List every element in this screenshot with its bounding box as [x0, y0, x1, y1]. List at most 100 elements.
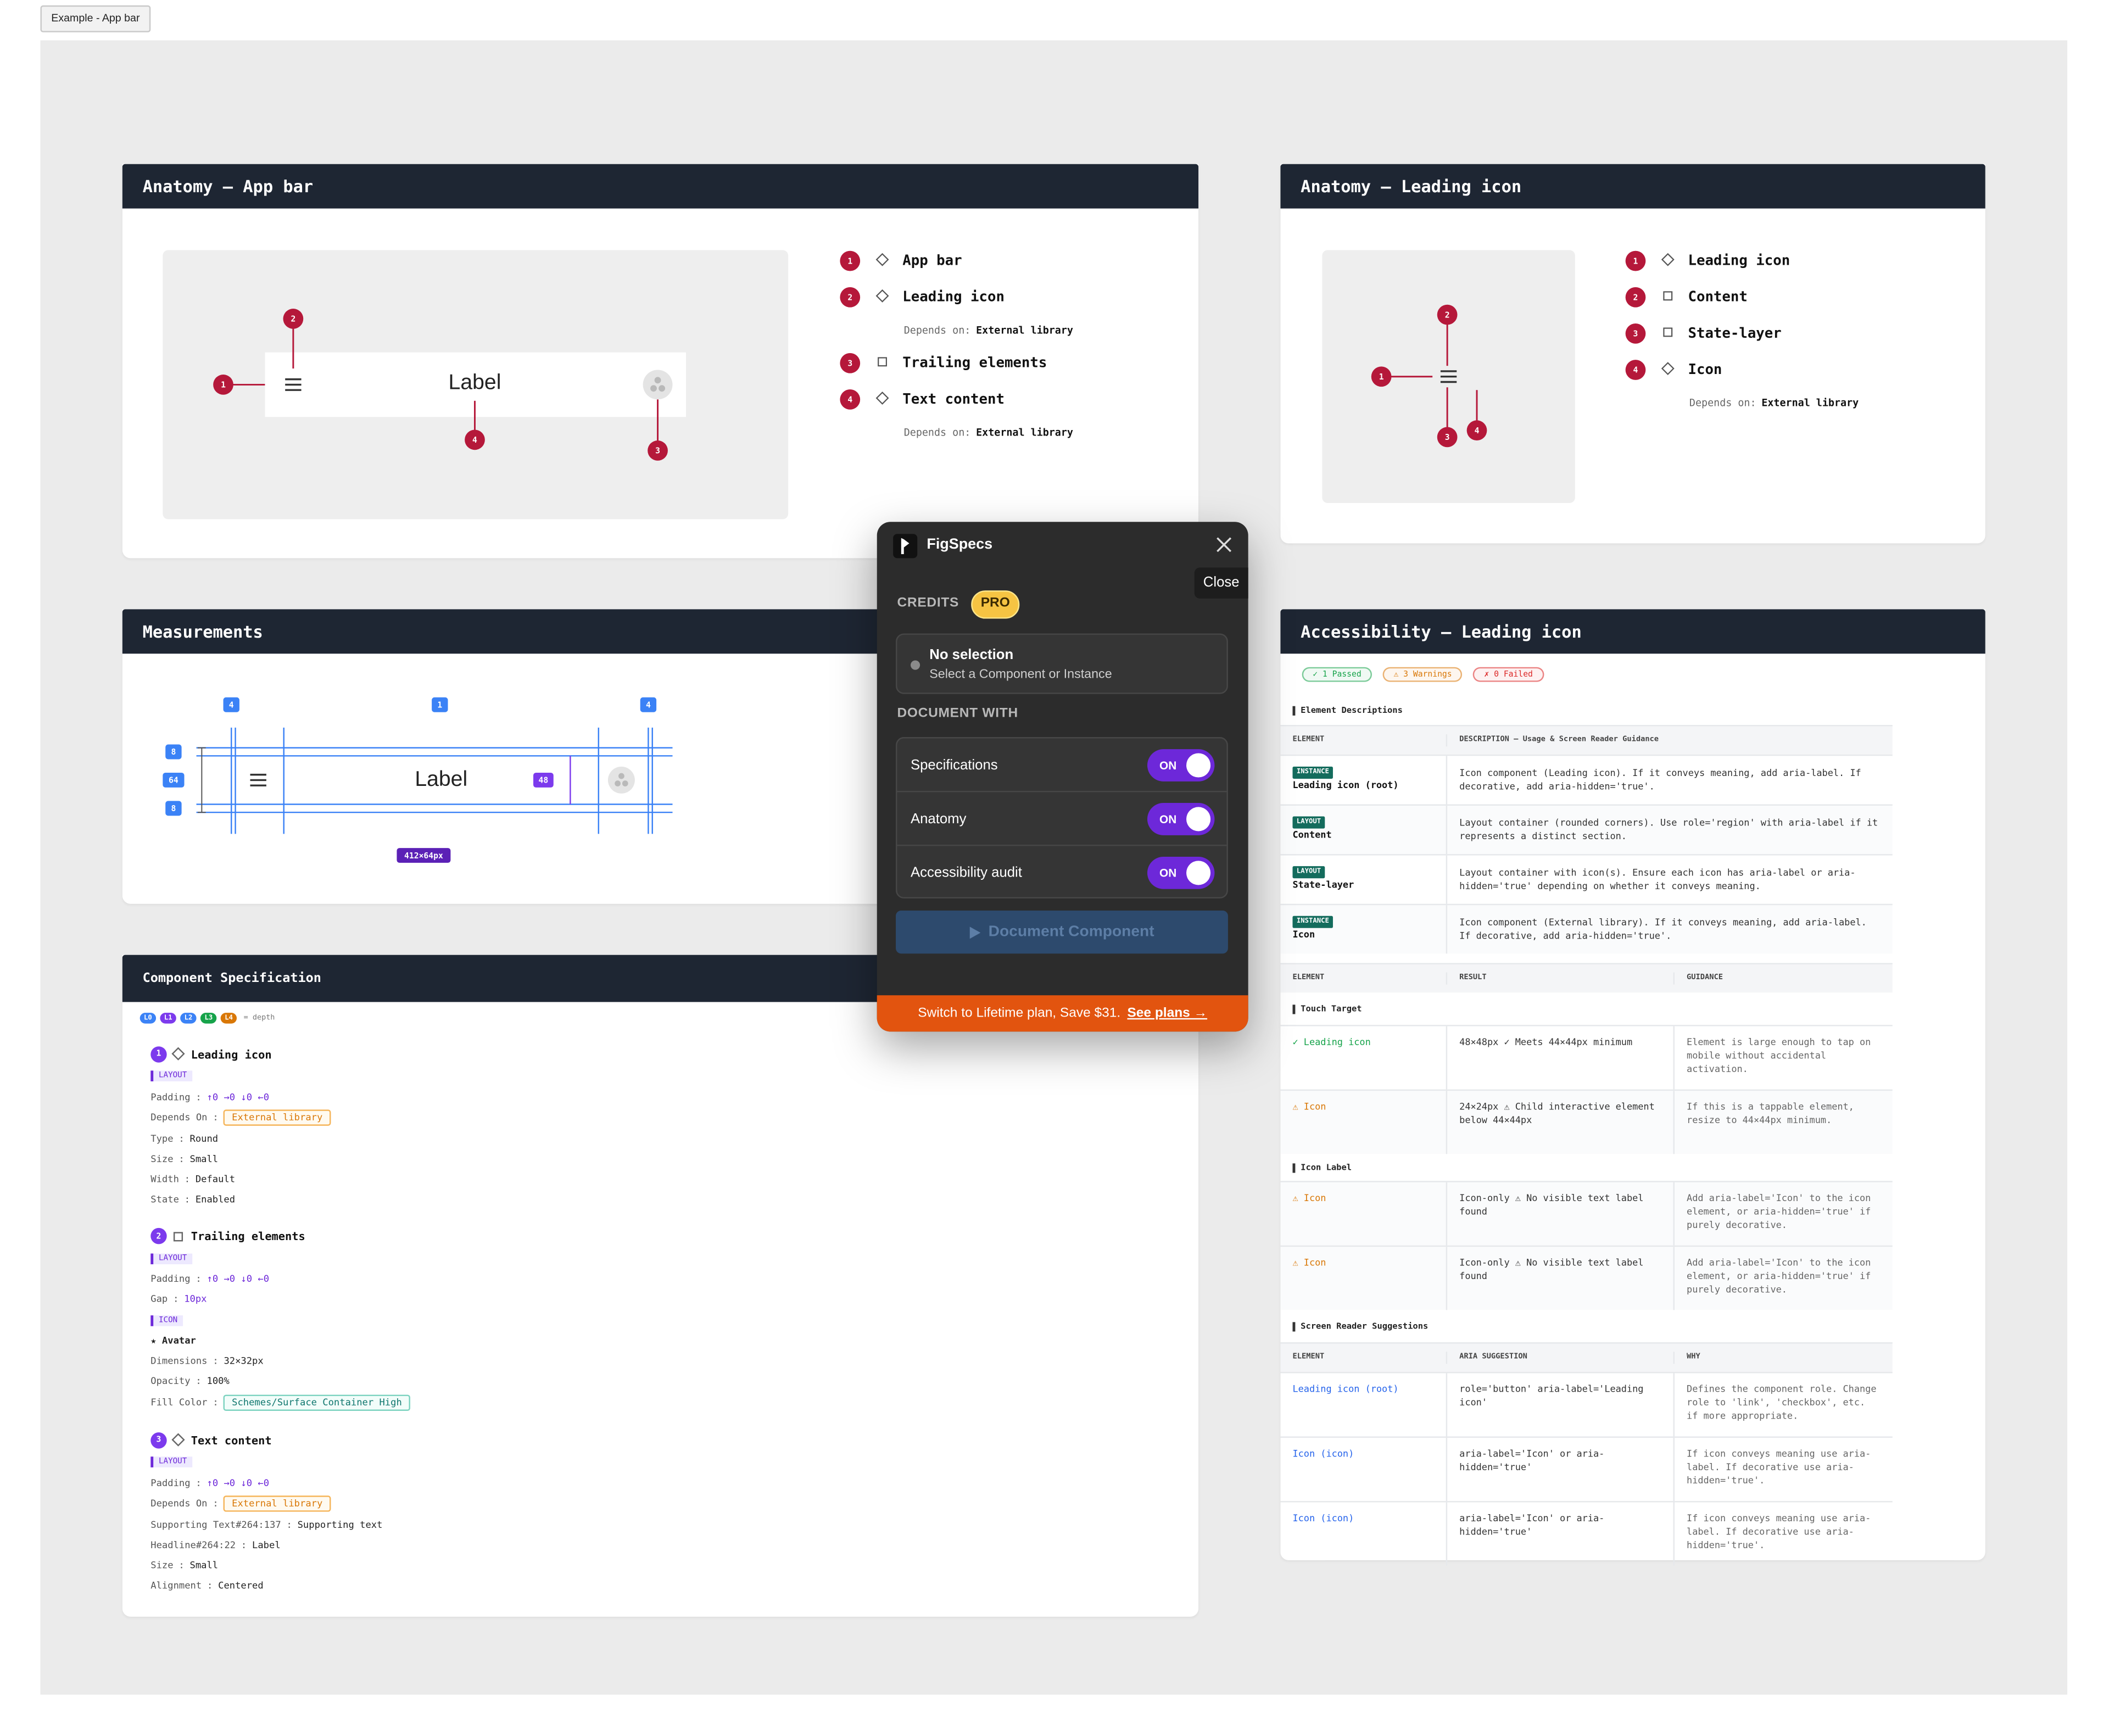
- property-key: State: [150, 1194, 179, 1205]
- property-value: External library: [224, 1110, 331, 1126]
- tag-row: LAYOUT: [150, 1065, 1173, 1087]
- property-value: Default: [195, 1174, 236, 1185]
- property-row: Supporting Text#264:137: Supporting text: [150, 1515, 1173, 1536]
- close-icon[interactable]: [1217, 537, 1232, 552]
- marker-number: 2: [847, 293, 852, 302]
- marker-number: 4: [472, 436, 477, 445]
- toggle-row: Accessibility audit ON: [897, 846, 1226, 900]
- audit-row: ✓ Leading icon 48×48px ✓ Meets 44×44px mi…: [1280, 1025, 1893, 1090]
- separator: :: [196, 1091, 202, 1102]
- separator: :: [173, 1293, 179, 1305]
- type-tag: ICON: [150, 1314, 183, 1326]
- toggle-knob: [1186, 752, 1211, 777]
- avatar-shape: [615, 780, 621, 786]
- spec-panel: Component Specification L0 L1 L2 L3 L4 = dept…: [122, 954, 1199, 1617]
- marker: [1437, 304, 1458, 325]
- example-button[interactable]: Example - App bar: [40, 5, 151, 32]
- element-cell: LAYOUT Content: [1280, 806, 1446, 854]
- document-button[interactable]: Document Component: [896, 910, 1228, 954]
- property-row: Padding: ↑0 →0 ↓0 ←0: [150, 1473, 1173, 1493]
- close-button[interactable]: [1216, 537, 1232, 552]
- logo: [893, 534, 918, 559]
- element-tag: LAYOUT: [1292, 866, 1325, 879]
- avatar-shape: [622, 780, 628, 786]
- tag-row: LAYOUT: [150, 1451, 1173, 1472]
- marker-number: 1: [221, 381, 226, 390]
- diamond-icon: [1661, 253, 1675, 266]
- app-bar-label: Label: [415, 767, 467, 791]
- spacing-value: 412×64px: [404, 851, 443, 861]
- description-cell: Layout container with icon(s). Ensure ea…: [1446, 855, 1893, 904]
- legend-name: Leading icon: [1688, 253, 1790, 269]
- spacing-badge: [165, 801, 182, 816]
- column-header: DESCRIPTION — Usage & Screen Reader Guid…: [1446, 735, 1893, 746]
- depends-on: Depends on: External library: [1689, 398, 1859, 409]
- guidance-cell: Element is large enough to tap on mobile…: [1673, 1026, 1893, 1090]
- toggle-switch[interactable]: ON: [1147, 802, 1215, 835]
- property-key: Type: [150, 1134, 174, 1145]
- section-title-text: Touch Target: [1292, 1004, 1362, 1014]
- credits-label: CREDITS: [897, 595, 959, 611]
- marker-number: 1: [1379, 372, 1384, 382]
- suggestion-row: Leading icon (root) role='button' aria-la…: [1280, 1371, 1893, 1437]
- element-cell: ⚠ Icon: [1292, 1101, 1326, 1113]
- property-row: Opacity:100%: [150, 1371, 1173, 1392]
- property-row: State: Enabled: [150, 1190, 1173, 1210]
- marker: [1437, 427, 1458, 448]
- spacing-value: 4: [646, 701, 651, 710]
- toggle-knob: [1186, 861, 1211, 885]
- promo-link[interactable]: See plans →: [1127, 1006, 1208, 1021]
- table-header: ELEMENT DESCRIPTION — Usage & Screen Read…: [1280, 725, 1893, 755]
- marker-number: 3: [655, 446, 660, 456]
- separator: :: [178, 1134, 185, 1145]
- marker: [840, 389, 861, 410]
- marker-number: 4: [1633, 366, 1638, 375]
- separator: :: [213, 1498, 219, 1510]
- close-tooltip: Close: [1194, 567, 1248, 599]
- item-name: Leading icon: [191, 1047, 272, 1061]
- audit-row: ⚠ Icon Icon-only ⚠ No visible text label …: [1280, 1245, 1893, 1310]
- item-number: 2: [150, 1227, 167, 1244]
- marker: [840, 353, 861, 373]
- marker: [1371, 366, 1392, 387]
- toggle-switch[interactable]: ON: [1147, 748, 1215, 781]
- marker: [283, 309, 304, 329]
- property-value: Round: [189, 1134, 219, 1145]
- spacing-value: 64: [169, 776, 178, 785]
- legend-name: Leading icon: [902, 289, 1005, 305]
- document-button-label[interactable]: Document Component: [988, 924, 1154, 940]
- property-row: Padding: ↑0 →0 ↓0 ←0: [150, 1269, 1173, 1290]
- section-title-text: Icon Label: [1292, 1163, 1352, 1173]
- description-row: LAYOUT State-layer Layout container with i…: [1280, 854, 1893, 904]
- depth-legend: L0 L1 L2 L3 L4 = depth: [140, 1012, 275, 1025]
- marker: [840, 287, 861, 308]
- description-row: LAYOUT Content Layout container (rounded c…: [1280, 804, 1893, 855]
- item-name: Trailing elements: [191, 1229, 305, 1243]
- result-cell: 24×24px ⚠ Child interactive element belo…: [1446, 1091, 1673, 1154]
- toggle-switch[interactable]: ON: [1147, 857, 1215, 889]
- avatar: [607, 766, 635, 794]
- property-value: Small: [189, 1560, 219, 1571]
- column-header: ELEMENT: [1292, 736, 1325, 745]
- marker-number: 3: [1633, 330, 1638, 339]
- marker-number: 2: [291, 315, 295, 324]
- spec-item-title: 2 Trailing elements: [150, 1225, 1173, 1248]
- spacing-badge: [533, 772, 554, 788]
- suggestion-cell: aria-label='Icon' or aria-hidden='true': [1446, 1437, 1673, 1501]
- property-row: Gap:10px: [150, 1289, 1173, 1309]
- why-cell: If icon conveys meaning use aria-label. …: [1673, 1437, 1893, 1501]
- element-cell: Icon (icon): [1292, 1448, 1354, 1460]
- description-row: INSTANCE Leading icon (root) Icon componen…: [1280, 754, 1893, 805]
- legend-name: Trailing elements: [902, 355, 1047, 371]
- column-header: WHY: [1673, 1352, 1893, 1364]
- result-cell: Icon-only ⚠ No visible text label found: [1446, 1247, 1673, 1310]
- column-header: ELEMENT: [1292, 1353, 1325, 1362]
- diamond-icon: [171, 1433, 185, 1447]
- marker: [1625, 250, 1646, 271]
- marker: [1466, 420, 1487, 441]
- property-value: Schemes/Surface Container High: [224, 1394, 410, 1411]
- depth-chip: L1: [160, 1013, 176, 1024]
